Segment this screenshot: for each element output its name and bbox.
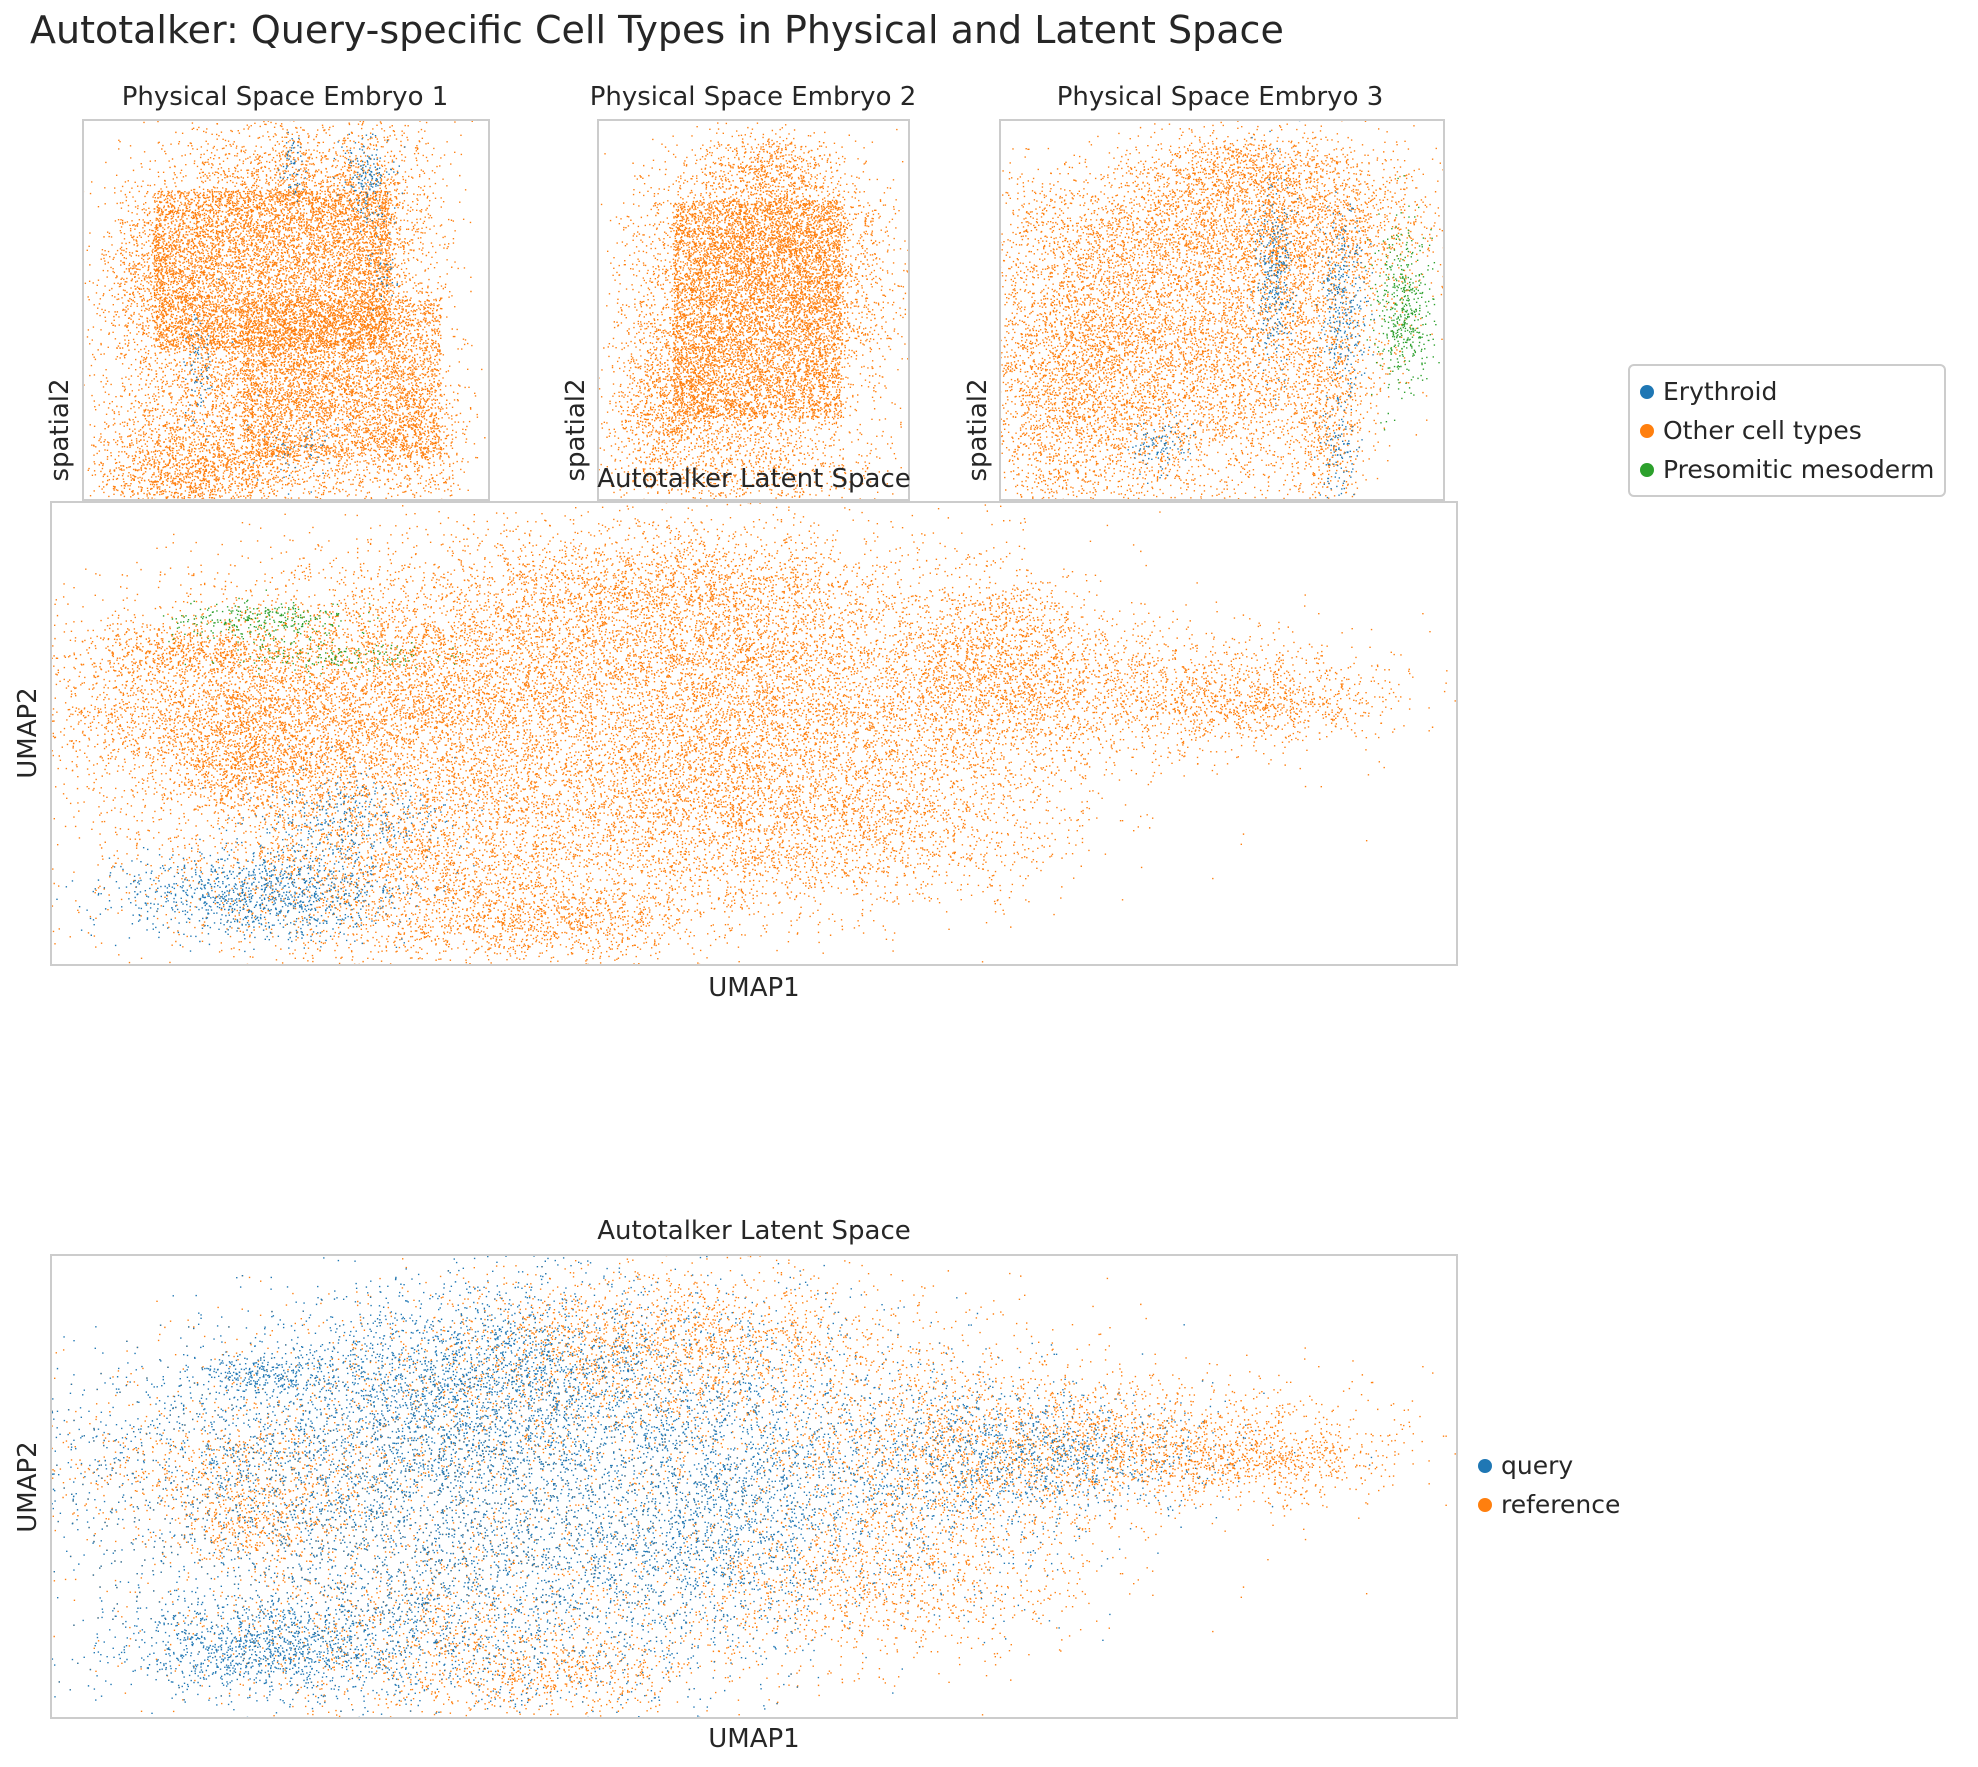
latent-batch-xlabel: UMAP1 [708, 1724, 799, 1754]
embryo2-ylabel: spatial2 [561, 378, 591, 481]
legend-label-erythroid: Erythroid [1663, 377, 1777, 406]
latent-presomitic-points-points [163, 590, 461, 678]
embryo2-other-points-points [599, 121, 908, 499]
latent-reference-points-points [52, 1256, 1456, 1717]
embryo1-other-points [84, 121, 488, 499]
latent-batch-ylabel: UMAP2 [13, 1441, 43, 1532]
latent-celltype-plot [50, 501, 1458, 966]
legend-marker-reference [1478, 1498, 1492, 1512]
legend-item-presomitic: Presomitic mesoderm [1640, 450, 1934, 489]
latent-batch-title: Autotalker Latent Space [597, 1216, 911, 1246]
embryo3-scatter [1001, 121, 1443, 499]
legend-marker-query [1478, 1459, 1492, 1473]
legend-marker-erythroid [1640, 385, 1654, 399]
embryo3-presomitic-points [1365, 175, 1440, 430]
legend-marker-presomitic [1640, 463, 1654, 477]
legend-item-query: query [1478, 1446, 1620, 1485]
latent-batch-plot [50, 1254, 1458, 1719]
legend-item-erythroid: Erythroid [1640, 372, 1934, 411]
latent-celltype-ylabel: UMAP2 [13, 687, 43, 778]
embryo2-plot [597, 119, 910, 501]
cell-type-legend: Erythroid Other cell types Presomitic me… [1628, 364, 1946, 497]
embryo2-title: Physical Space Embryo 2 [590, 82, 917, 112]
legend-label-query: query [1501, 1451, 1573, 1480]
legend-item-reference: reference [1478, 1485, 1620, 1524]
embryo3-plot [999, 119, 1445, 501]
embryo3-title: Physical Space Embryo 3 [1057, 82, 1384, 112]
latent-other-points-points [52, 503, 1456, 964]
embryo1-scatter [84, 121, 488, 499]
latent-celltype-xlabel: UMAP1 [708, 973, 799, 1003]
embryo1-other-points-points [84, 121, 488, 499]
legend-label-presomitic: Presomitic mesoderm [1663, 455, 1934, 484]
embryo3-ylabel: spatial2 [963, 378, 993, 481]
legend-label-other: Other cell types [1663, 416, 1862, 445]
latent-other-points [52, 503, 1456, 964]
embryo2-scatter [599, 121, 908, 499]
latent-celltype-scatter [52, 503, 1456, 964]
figure-title: Autotalker: Query-specific Cell Types in… [30, 8, 1284, 52]
embryo3-other-points-points [1001, 121, 1443, 499]
embryo1-plot [82, 119, 490, 501]
embryo3-other-points [1001, 121, 1443, 499]
latent-celltype-title: Autotalker Latent Space [597, 464, 911, 494]
embryo2-other-points [599, 121, 908, 499]
batch-legend: query reference [1478, 1446, 1620, 1524]
legend-marker-other [1640, 424, 1654, 438]
embryo1-title: Physical Space Embryo 1 [122, 82, 449, 112]
legend-label-reference: reference [1501, 1490, 1620, 1519]
latent-reference-points [52, 1256, 1456, 1717]
latent-presomitic-points [163, 590, 461, 678]
embryo1-ylabel: spatial2 [45, 378, 75, 481]
latent-batch-scatter [52, 1256, 1456, 1717]
embryo3-presomitic-points-points [1365, 175, 1440, 430]
legend-item-other: Other cell types [1640, 411, 1934, 450]
